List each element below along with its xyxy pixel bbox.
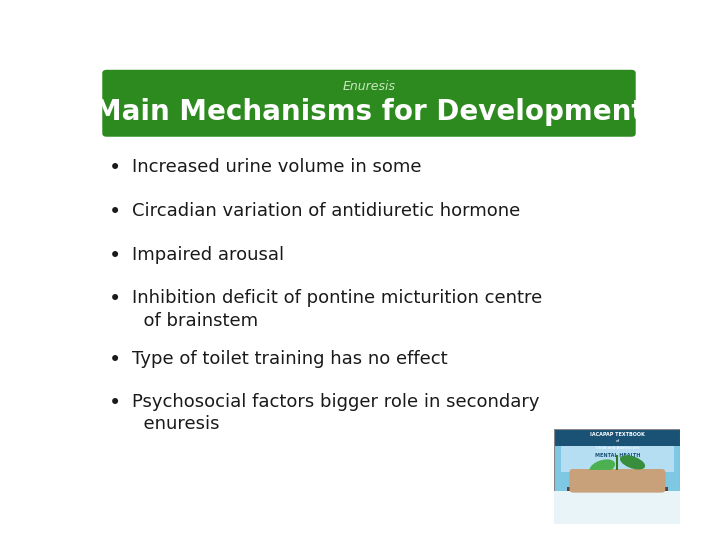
Text: •: •: [109, 158, 121, 178]
Text: Circadian variation of antidiuretic hormone: Circadian variation of antidiuretic horm…: [132, 202, 520, 220]
FancyBboxPatch shape: [554, 491, 680, 524]
Ellipse shape: [620, 455, 645, 469]
Text: Type of toilet training has no effect: Type of toilet training has no effect: [132, 349, 447, 368]
Text: •: •: [109, 349, 121, 369]
Ellipse shape: [590, 460, 615, 475]
Text: •: •: [109, 393, 121, 413]
FancyBboxPatch shape: [561, 446, 674, 472]
Text: Psychosocial factors bigger role in secondary
  enuresis: Psychosocial factors bigger role in seco…: [132, 393, 539, 434]
FancyBboxPatch shape: [570, 470, 665, 492]
Text: Enuresis: Enuresis: [343, 80, 395, 93]
FancyBboxPatch shape: [554, 429, 680, 446]
FancyBboxPatch shape: [102, 70, 636, 137]
Text: •: •: [109, 202, 121, 222]
Text: •: •: [109, 289, 121, 309]
Text: Impaired arousal: Impaired arousal: [132, 246, 284, 264]
Text: Increased urine volume in some: Increased urine volume in some: [132, 158, 421, 177]
Text: •: •: [109, 246, 121, 266]
FancyBboxPatch shape: [570, 469, 665, 496]
Text: Child and Adolescent: Child and Adolescent: [595, 446, 639, 450]
Text: Inhibition deficit of pontine micturition centre
  of brainstem: Inhibition deficit of pontine micturitio…: [132, 289, 542, 329]
Text: IACAPAP TEXTBOOK: IACAPAP TEXTBOOK: [590, 431, 645, 437]
FancyBboxPatch shape: [554, 429, 680, 491]
FancyBboxPatch shape: [567, 487, 668, 492]
Text: MENTAL HEALTH: MENTAL HEALTH: [595, 454, 640, 458]
Text: Main Mechanisms for Development: Main Mechanisms for Development: [94, 98, 644, 126]
Text: of: of: [616, 439, 619, 443]
